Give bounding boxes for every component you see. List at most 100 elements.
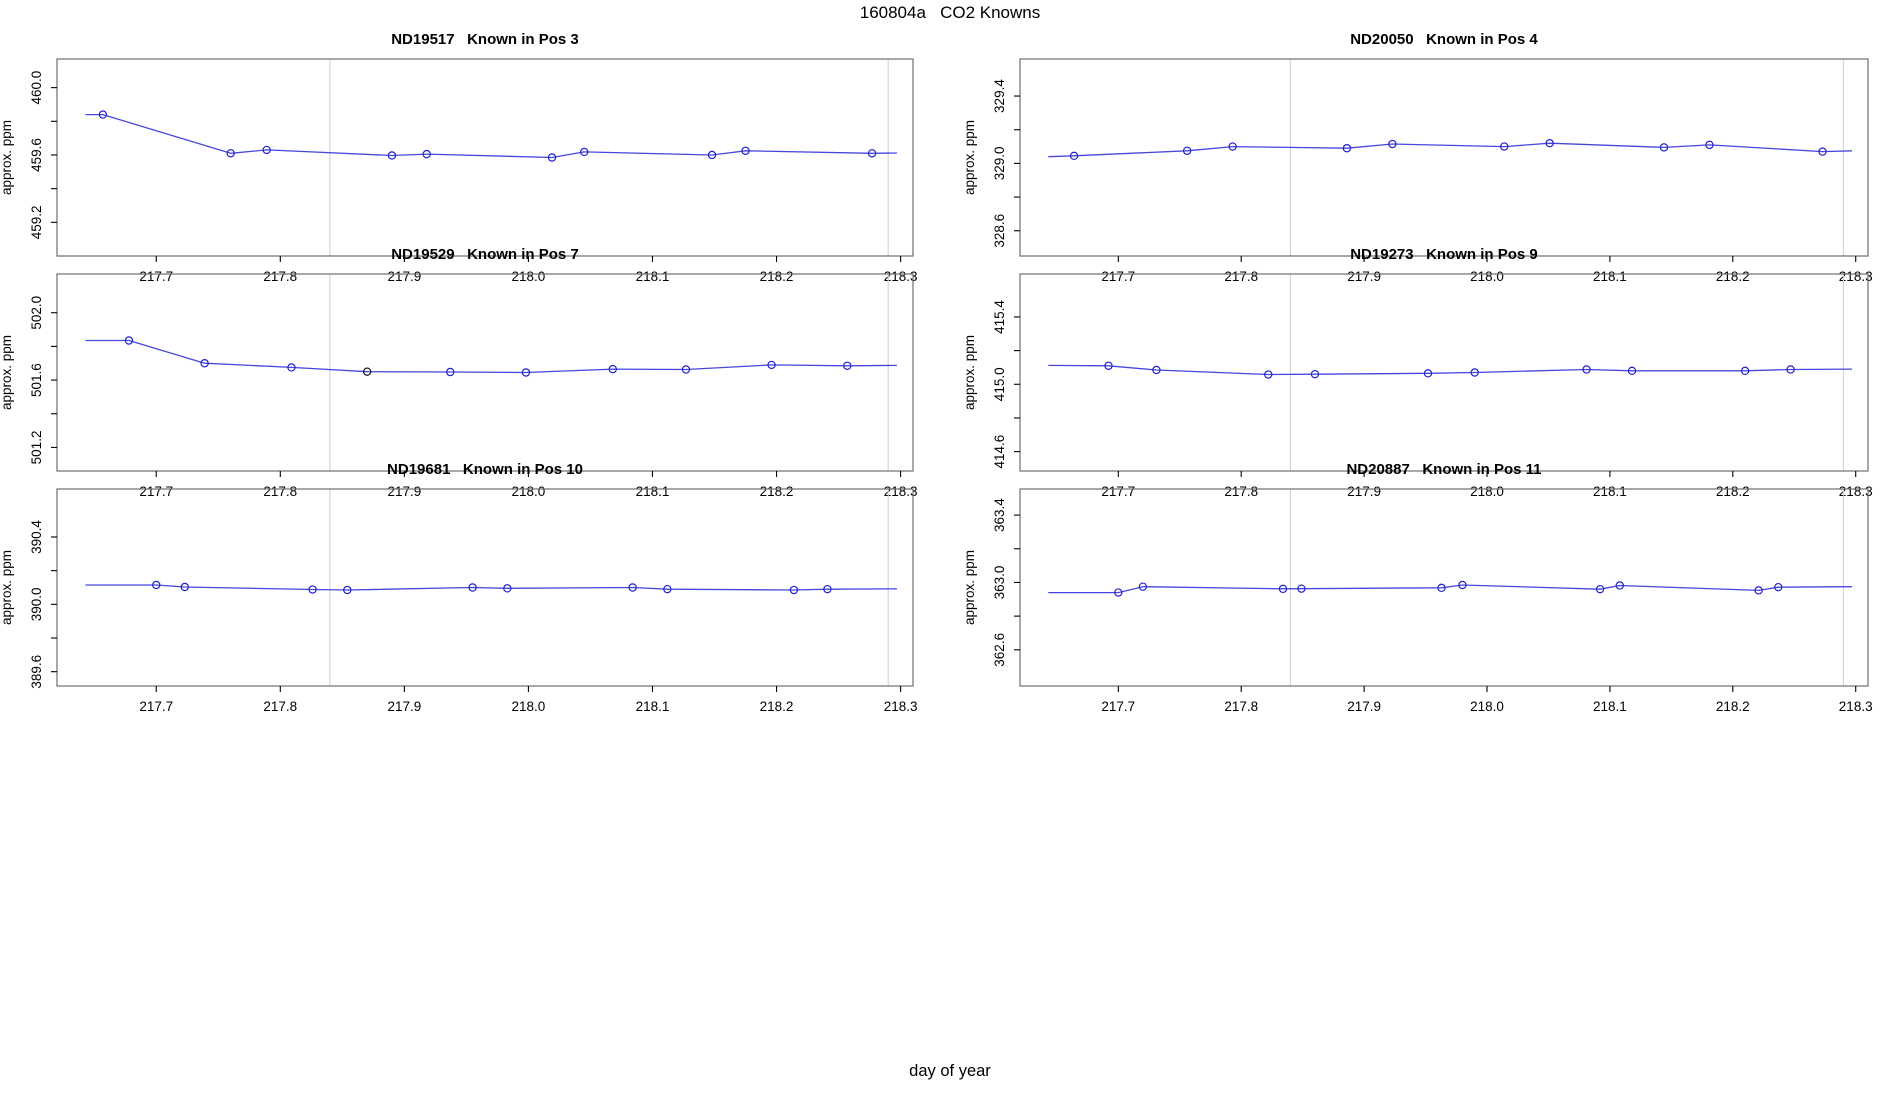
series-line (85, 339, 897, 374)
data-point (1754, 586, 1763, 595)
y-axis-label: approx. ppm (962, 120, 977, 195)
x-tick-label: 218.2 (760, 699, 794, 714)
x-tick-label: 218.3 (1839, 484, 1873, 499)
data-point (1114, 588, 1123, 597)
x-axis-label: day of year (909, 1062, 991, 1080)
x-tick-label: 218.0 (512, 699, 546, 714)
line-plot: 217.7 217.8 217.9 218.0 218.1 218.2 218.3 501.2… (0, 273, 917, 499)
y-tick-label: 329.0 (992, 146, 1007, 180)
y-tick-label: 390.0 (29, 587, 44, 621)
x-tick-label: 218.2 (760, 269, 794, 284)
x-tick-label: 218.1 (1593, 269, 1627, 284)
data-point (707, 150, 717, 160)
data-point (1500, 142, 1509, 151)
panel-title: ND20050 Known in Pos 4 (1350, 31, 1538, 48)
data-point (1818, 147, 1827, 156)
panel-title: ND19681 Known in Pos 10 (387, 461, 583, 478)
data-point (580, 147, 589, 157)
panel-title: ND20887 Known in Pos 11 (1346, 461, 1542, 478)
plot-border (1019, 488, 1869, 687)
x-tick-label: 217.7 (139, 484, 173, 499)
x-tick-label: 217.8 (1224, 484, 1258, 499)
x-tick-label: 218.2 (760, 484, 794, 499)
series-line (85, 113, 897, 159)
x-tick-label: 218.3 (1839, 269, 1873, 284)
y-tick-label: 415.4 (992, 300, 1007, 334)
data-point (422, 149, 431, 159)
x-tick-label: 217.9 (387, 484, 421, 499)
data-point (124, 336, 134, 345)
data-point (180, 582, 189, 592)
x-tick-label: 218.2 (1716, 269, 1750, 284)
data-point (1182, 146, 1192, 155)
data-point (1264, 370, 1273, 379)
data-point (1615, 581, 1624, 590)
data-point (226, 149, 235, 158)
data-point (1545, 138, 1554, 148)
y-axis-label: approx. ppm (0, 550, 14, 625)
y-tick-label: 459.6 (29, 138, 44, 172)
x-tick-label: 218.1 (1593, 699, 1627, 714)
data-point (608, 364, 617, 374)
data-point (1069, 151, 1079, 161)
data-point (663, 584, 672, 594)
y-tick-label: 329.4 (992, 79, 1007, 113)
x-tick-label: 218.1 (636, 484, 670, 499)
x-tick-label: 217.8 (263, 269, 297, 284)
series-line (1048, 142, 1853, 158)
data-point (1278, 584, 1288, 594)
data-point (789, 585, 799, 595)
data-point (1659, 143, 1669, 152)
figure-title: 160804a CO2 Knowns (859, 3, 1041, 22)
data-point (1582, 365, 1591, 374)
panel-title: ND19529 Known in Pos 7 (391, 246, 579, 263)
series-line (85, 584, 897, 591)
x-tick-label: 217.8 (263, 699, 297, 714)
data-point (1774, 582, 1783, 592)
line-plot: 217.7 217.8 217.9 218.0 218.1 218.2 218.3 414.6… (962, 273, 1873, 499)
line-plot: 217.7 217.8 217.9 218.0 218.1 218.2 218.3 362.6… (962, 488, 1873, 714)
data-point (1228, 142, 1237, 151)
x-tick-label: 217.7 (139, 269, 173, 284)
x-tick-label: 218.3 (884, 699, 918, 714)
series-line (1048, 364, 1853, 376)
data-point (503, 584, 512, 593)
data-point (1152, 365, 1161, 375)
plot-border (56, 273, 914, 472)
x-tick-label: 217.7 (1101, 269, 1135, 284)
x-tick-label: 218.2 (1716, 484, 1750, 499)
x-tick-label: 218.0 (512, 484, 546, 499)
y-tick-label: 389.6 (29, 655, 44, 689)
x-tick-label: 217.9 (1347, 484, 1381, 499)
data-point (1138, 582, 1148, 591)
data-point (262, 145, 271, 155)
data-point (1310, 369, 1320, 379)
y-axis-label: approx. ppm (962, 335, 977, 410)
data-point (741, 146, 750, 155)
data-point (823, 584, 832, 594)
data-point (1705, 140, 1714, 150)
data-point (1423, 369, 1433, 378)
data-point (1627, 366, 1637, 376)
data-point (308, 585, 317, 594)
data-point (468, 583, 477, 592)
x-tick-label: 217.8 (1224, 699, 1258, 714)
x-tick-label: 217.7 (1101, 699, 1135, 714)
y-tick-label: 501.6 (29, 363, 44, 397)
data-point (1595, 584, 1605, 594)
x-tick-label: 217.9 (1347, 269, 1381, 284)
y-tick-label: 460.0 (29, 71, 44, 105)
panel-nd20887-pos11: ND20887 Known in Pos 11 217.7 217.8 217.9 2… (940, 454, 1884, 738)
y-tick-label: 501.2 (29, 431, 44, 465)
x-tick-label: 218.0 (1470, 699, 1504, 714)
x-tick-label: 218.1 (1593, 484, 1627, 499)
x-tick-label: 218.1 (636, 269, 670, 284)
line-plot: 217.7 217.8 217.9 218.0 218.1 218.2 218.3 328.6… (962, 58, 1873, 284)
x-tick-label: 218.3 (884, 269, 918, 284)
plot-border (56, 488, 914, 687)
x-tick-label: 217.9 (387, 699, 421, 714)
plot-border (1019, 273, 1869, 472)
data-point (1342, 144, 1352, 153)
data-point (1458, 580, 1467, 590)
